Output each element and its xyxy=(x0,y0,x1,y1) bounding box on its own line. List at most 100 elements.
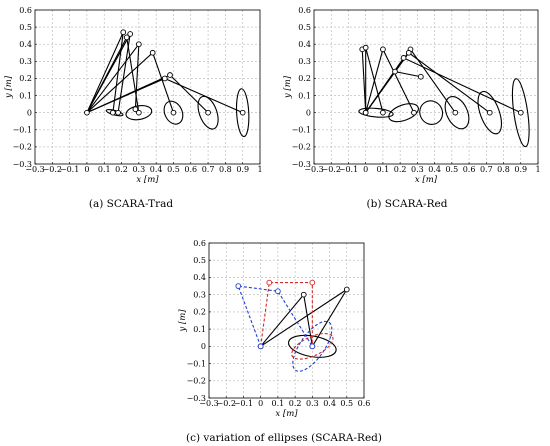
caption-c: (c) variation of ellipses (SCARA-Red) xyxy=(186,432,382,444)
arm-joint xyxy=(275,288,281,295)
y-tick-label: 0.2 xyxy=(298,74,311,83)
y-tick-label: 0.3 xyxy=(19,57,32,66)
plot-frame xyxy=(313,9,539,165)
arm-configuration xyxy=(260,289,348,348)
x-tick-label: −0.3 xyxy=(199,399,218,408)
x-tick-label: −0.3 xyxy=(304,165,323,174)
arm-configuration xyxy=(365,52,491,114)
x-axis-label: x [m] xyxy=(415,175,438,185)
y-tick-label: −0.2 xyxy=(13,143,32,152)
manipulability-ellipse xyxy=(358,107,394,118)
manipulability-ellipse xyxy=(163,100,184,125)
x-tick-label: 0.6 xyxy=(463,165,476,174)
y-tick-label: 0.3 xyxy=(193,290,206,299)
arm-configuration xyxy=(260,282,313,347)
manipulability-ellipse xyxy=(444,96,470,130)
y-tick-label: 0.1 xyxy=(193,325,206,334)
base-joint xyxy=(84,109,90,116)
x-tick-label: −0.2 xyxy=(322,165,341,174)
manipulability-ellipse xyxy=(477,90,503,135)
x-tick-label: 0 xyxy=(84,165,89,174)
x-tick-label: 0.2 xyxy=(394,165,407,174)
x-tick-label: 0.6 xyxy=(184,165,197,174)
y-tick-label: 0.6 xyxy=(193,239,206,248)
end-effector-joint xyxy=(205,109,211,116)
elbow-joint xyxy=(167,72,173,78)
x-tick-label: 0.7 xyxy=(202,165,215,174)
arm-joint xyxy=(257,343,264,350)
y-axis-label: y [m] xyxy=(4,75,14,99)
chart-panel-1: −0.3−0.2−0.1 0 0.1 0.2 0.3 0.4 0.5 0.6 0.7 0.8 0.9… xyxy=(283,6,541,185)
x-tick-label: 0.1 xyxy=(272,399,285,408)
end-effector-joint xyxy=(517,109,524,116)
x-tick-label: 0 xyxy=(363,165,368,174)
x-tick-label: 0.4 xyxy=(323,399,336,408)
end-effector-joint xyxy=(380,109,386,116)
chart-panel-0: −0.3−0.2−0.1 0 0.1 0.2 0.3 0.4 0.5 0.6 0.7 0.8 0.9… xyxy=(4,6,263,185)
x-tick-label: 1 xyxy=(535,165,540,174)
y-tick-label: 0.6 xyxy=(298,6,311,15)
y-tick-label: 0.5 xyxy=(298,23,311,32)
arm-configuration xyxy=(365,57,522,114)
x-tick-label: −0.1 xyxy=(60,165,79,174)
x-tick-label: 1 xyxy=(257,165,262,174)
manipulability-ellipse xyxy=(419,100,444,126)
y-tick-label: 0.2 xyxy=(19,74,32,83)
y-tick-label: −0.3 xyxy=(187,394,206,403)
end-effector-joint xyxy=(132,106,139,113)
arm-joint xyxy=(266,279,273,286)
caption-a: (a) SCARA-Trad xyxy=(89,198,174,210)
plot-frame xyxy=(34,9,261,165)
x-tick-label: 0.5 xyxy=(167,165,180,174)
y-tick-label: −0.3 xyxy=(292,160,311,169)
arm-joint xyxy=(309,343,316,350)
arm-joint xyxy=(343,286,350,293)
y-tick-label: −0.2 xyxy=(187,377,206,386)
elbow-joint xyxy=(405,49,412,56)
chart-panel-2: −0.3−0.2−0.1 0 0.1 0.2 0.3 0.4 0.5 0.6−0.3−0.2−… xyxy=(178,239,370,419)
end-effector-joint xyxy=(115,109,121,116)
x-tick-label: 0.5 xyxy=(445,165,458,174)
manipulability-ellipse xyxy=(235,88,250,138)
x-tick-label: 0.3 xyxy=(411,165,424,174)
arm-joint xyxy=(235,283,242,289)
x-tick-label: −0.1 xyxy=(339,165,358,174)
x-tick-label: 0.2 xyxy=(115,165,128,174)
x-tick-label: −0.2 xyxy=(43,165,62,174)
x-tick-label: −0.3 xyxy=(25,165,44,174)
y-tick-label: −0.1 xyxy=(13,126,32,135)
y-tick-label: 0 xyxy=(201,342,206,351)
y-axis-label: y [m] xyxy=(283,75,293,99)
x-tick-label: 0.5 xyxy=(340,399,353,408)
arm-joint xyxy=(309,279,316,286)
y-axis-label: y [m] xyxy=(178,309,188,333)
x-tick-label: 0.7 xyxy=(480,165,493,174)
y-tick-label: 0.1 xyxy=(19,91,32,100)
y-tick-label: 0.5 xyxy=(193,256,206,265)
y-tick-label: 0.1 xyxy=(298,91,311,100)
end-effector-joint xyxy=(110,109,116,116)
x-axis-label: x [m] xyxy=(136,175,159,185)
end-effector-joint xyxy=(135,109,142,116)
y-tick-label: 0.4 xyxy=(193,273,206,282)
manipulability-ellipse xyxy=(287,334,337,358)
elbow-joint xyxy=(380,46,386,53)
y-tick-label: 0.3 xyxy=(298,57,311,66)
elbow-joint xyxy=(362,44,369,51)
y-tick-label: 0.4 xyxy=(298,40,311,49)
x-tick-label: 0.9 xyxy=(236,165,249,174)
y-tick-label: 0.2 xyxy=(193,308,206,317)
y-tick-label: 0.5 xyxy=(19,23,32,32)
end-effector-joint xyxy=(417,73,424,80)
x-tick-label: −0.1 xyxy=(234,399,253,408)
elbow-joint xyxy=(127,31,134,37)
caption-b: (b) SCARA-Red xyxy=(367,198,448,210)
x-axis-label: x [m] xyxy=(275,409,298,419)
x-tick-label: 0.9 xyxy=(514,165,527,174)
x-tick-label: 0.3 xyxy=(132,165,145,174)
y-tick-label: 0 xyxy=(306,108,311,117)
elbow-joint xyxy=(161,75,168,82)
end-effector-joint xyxy=(452,109,459,116)
end-effector-joint xyxy=(239,109,246,116)
